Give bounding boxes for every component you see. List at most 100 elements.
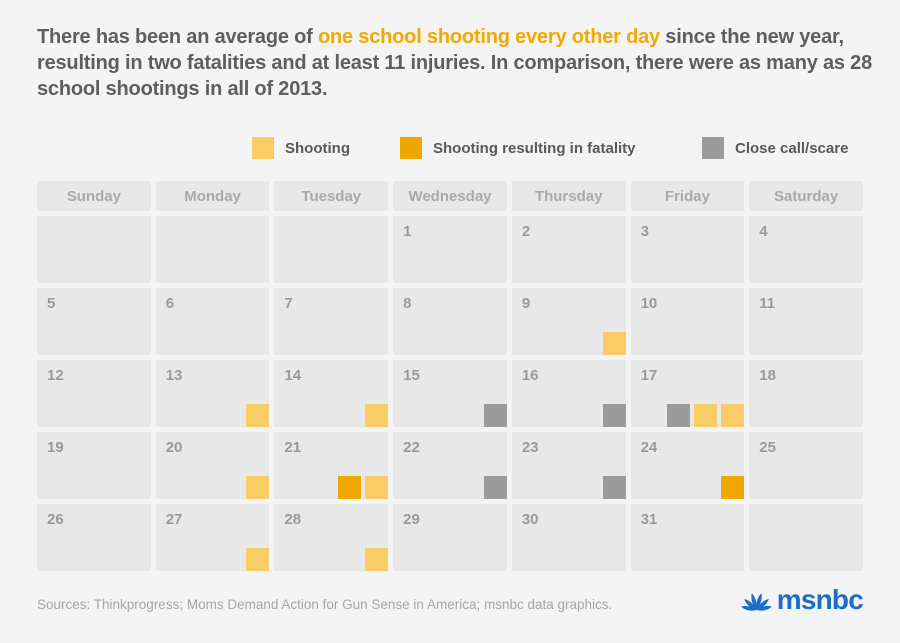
legend-label: Close call/scare bbox=[735, 139, 849, 157]
close-call-marker bbox=[483, 404, 507, 427]
day-number: 27 bbox=[165, 511, 183, 528]
day-number: 5 bbox=[47, 295, 56, 312]
day-number: 10 bbox=[640, 295, 658, 312]
shooting-marker bbox=[365, 548, 389, 571]
shooting-marker bbox=[365, 404, 389, 427]
day-number: 4 bbox=[759, 223, 768, 240]
calendar-day-26: 26 bbox=[37, 504, 151, 571]
day-header-thursday: Thursday bbox=[511, 181, 626, 211]
shooting-marker bbox=[246, 404, 270, 427]
day-header-wednesday: Wednesday bbox=[393, 181, 507, 211]
day-number: 3 bbox=[640, 223, 649, 240]
calendar-day-2: 2 bbox=[511, 216, 626, 283]
event-markers bbox=[483, 404, 507, 427]
day-number: 15 bbox=[403, 367, 420, 384]
calendar-day-24: 24 bbox=[630, 432, 745, 499]
close-call-marker bbox=[602, 404, 626, 427]
calendar-day-22: 22 bbox=[393, 432, 507, 499]
day-number: 31 bbox=[640, 511, 658, 528]
day-header-tuesday: Tuesday bbox=[274, 181, 389, 211]
event-markers bbox=[365, 548, 389, 571]
legend-item-shooting: Shooting bbox=[252, 137, 350, 159]
fatality-swatch bbox=[400, 137, 422, 159]
calendar-day-11: 11 bbox=[749, 288, 863, 355]
msnbc-logo: msnbc bbox=[740, 584, 864, 615]
peacock-icon bbox=[741, 593, 772, 611]
fatality-marker bbox=[338, 476, 362, 499]
calendar-grid: Sunday Monday Tuesday Wednesday Thursday Frid… bbox=[37, 181, 863, 571]
event-markers bbox=[483, 476, 507, 499]
sources-text: Sources: Thinkprogress; Moms Demand Acti… bbox=[37, 597, 613, 612]
calendar-day-4: 4 bbox=[749, 216, 863, 283]
headline-highlight: one school shooting every other day bbox=[317, 26, 660, 48]
event-markers bbox=[721, 476, 745, 499]
shooting-marker bbox=[721, 404, 745, 427]
fatality-marker bbox=[721, 476, 745, 499]
day-number: 6 bbox=[165, 295, 175, 312]
event-markers bbox=[365, 404, 389, 427]
day-number: 18 bbox=[759, 367, 776, 384]
day-header-saturday: Saturday bbox=[749, 181, 863, 211]
calendar-day-15: 15 bbox=[393, 360, 507, 427]
day-number: 23 bbox=[521, 439, 539, 456]
close-call-marker bbox=[602, 476, 626, 499]
day-number: 24 bbox=[640, 439, 658, 456]
day-number: 16 bbox=[521, 367, 539, 384]
calendar-day-9: 9 bbox=[511, 288, 626, 355]
day-number: 25 bbox=[759, 439, 776, 456]
event-markers bbox=[602, 404, 626, 427]
headline-text-after: since the new year, resulting in two fat… bbox=[37, 26, 873, 100]
calendar-day-10: 10 bbox=[630, 288, 745, 355]
headline-text-before: There has been an average of bbox=[37, 26, 318, 48]
day-number: 7 bbox=[284, 295, 293, 312]
calendar-empty-cell bbox=[274, 216, 389, 283]
event-markers bbox=[602, 332, 626, 355]
calendar-day-14: 14 bbox=[274, 360, 389, 427]
event-markers bbox=[602, 476, 626, 499]
calendar-day-16: 16 bbox=[511, 360, 626, 427]
day-number: 26 bbox=[47, 511, 64, 528]
close-call-swatch bbox=[702, 137, 724, 159]
calendar-empty-cell bbox=[155, 216, 270, 283]
day-header-friday: Friday bbox=[630, 181, 745, 211]
day-number: 1 bbox=[403, 223, 412, 240]
day-number: 21 bbox=[284, 439, 302, 456]
calendar-day-3: 3 bbox=[630, 216, 745, 283]
day-number: 28 bbox=[284, 511, 302, 528]
day-number: 29 bbox=[403, 511, 420, 528]
calendar-day-23: 23 bbox=[511, 432, 626, 499]
day-number: 9 bbox=[521, 295, 531, 312]
msnbc-logo-text: msnbc bbox=[776, 584, 864, 615]
calendar-day-25: 25 bbox=[749, 432, 863, 499]
calendar-day-8: 8 bbox=[393, 288, 507, 355]
day-header-monday: Monday bbox=[155, 181, 270, 211]
legend: Shooting Shooting resulting in fatality Cl… bbox=[0, 137, 900, 159]
day-number: 11 bbox=[759, 295, 776, 312]
day-header-sunday: Sunday bbox=[37, 181, 151, 211]
event-markers bbox=[246, 548, 270, 571]
legend-label: Shooting bbox=[285, 139, 350, 157]
calendar-day-30: 30 bbox=[511, 504, 626, 571]
event-markers bbox=[667, 404, 745, 427]
event-markers bbox=[338, 476, 389, 499]
calendar-day-1: 1 bbox=[393, 216, 507, 283]
shooting-marker bbox=[694, 404, 718, 427]
day-number: 13 bbox=[165, 367, 183, 384]
event-markers bbox=[246, 404, 270, 427]
headline: There has been an average of one school … bbox=[37, 24, 879, 102]
day-number: 17 bbox=[640, 367, 658, 384]
day-number: 19 bbox=[47, 439, 64, 456]
event-markers bbox=[246, 476, 270, 499]
shooting-swatch bbox=[252, 137, 274, 159]
calendar-day-6: 6 bbox=[155, 288, 270, 355]
day-number: 8 bbox=[403, 295, 412, 312]
calendar-empty-cell bbox=[749, 504, 863, 571]
calendar-empty-cell bbox=[37, 216, 151, 283]
shooting-marker bbox=[602, 332, 626, 355]
close-call-marker bbox=[667, 404, 691, 427]
day-number: 30 bbox=[521, 511, 539, 528]
legend-item-close: Close call/scare bbox=[702, 137, 848, 159]
calendar-day-20: 20 bbox=[155, 432, 270, 499]
calendar-day-27: 27 bbox=[155, 504, 270, 571]
shooting-marker bbox=[246, 476, 270, 499]
